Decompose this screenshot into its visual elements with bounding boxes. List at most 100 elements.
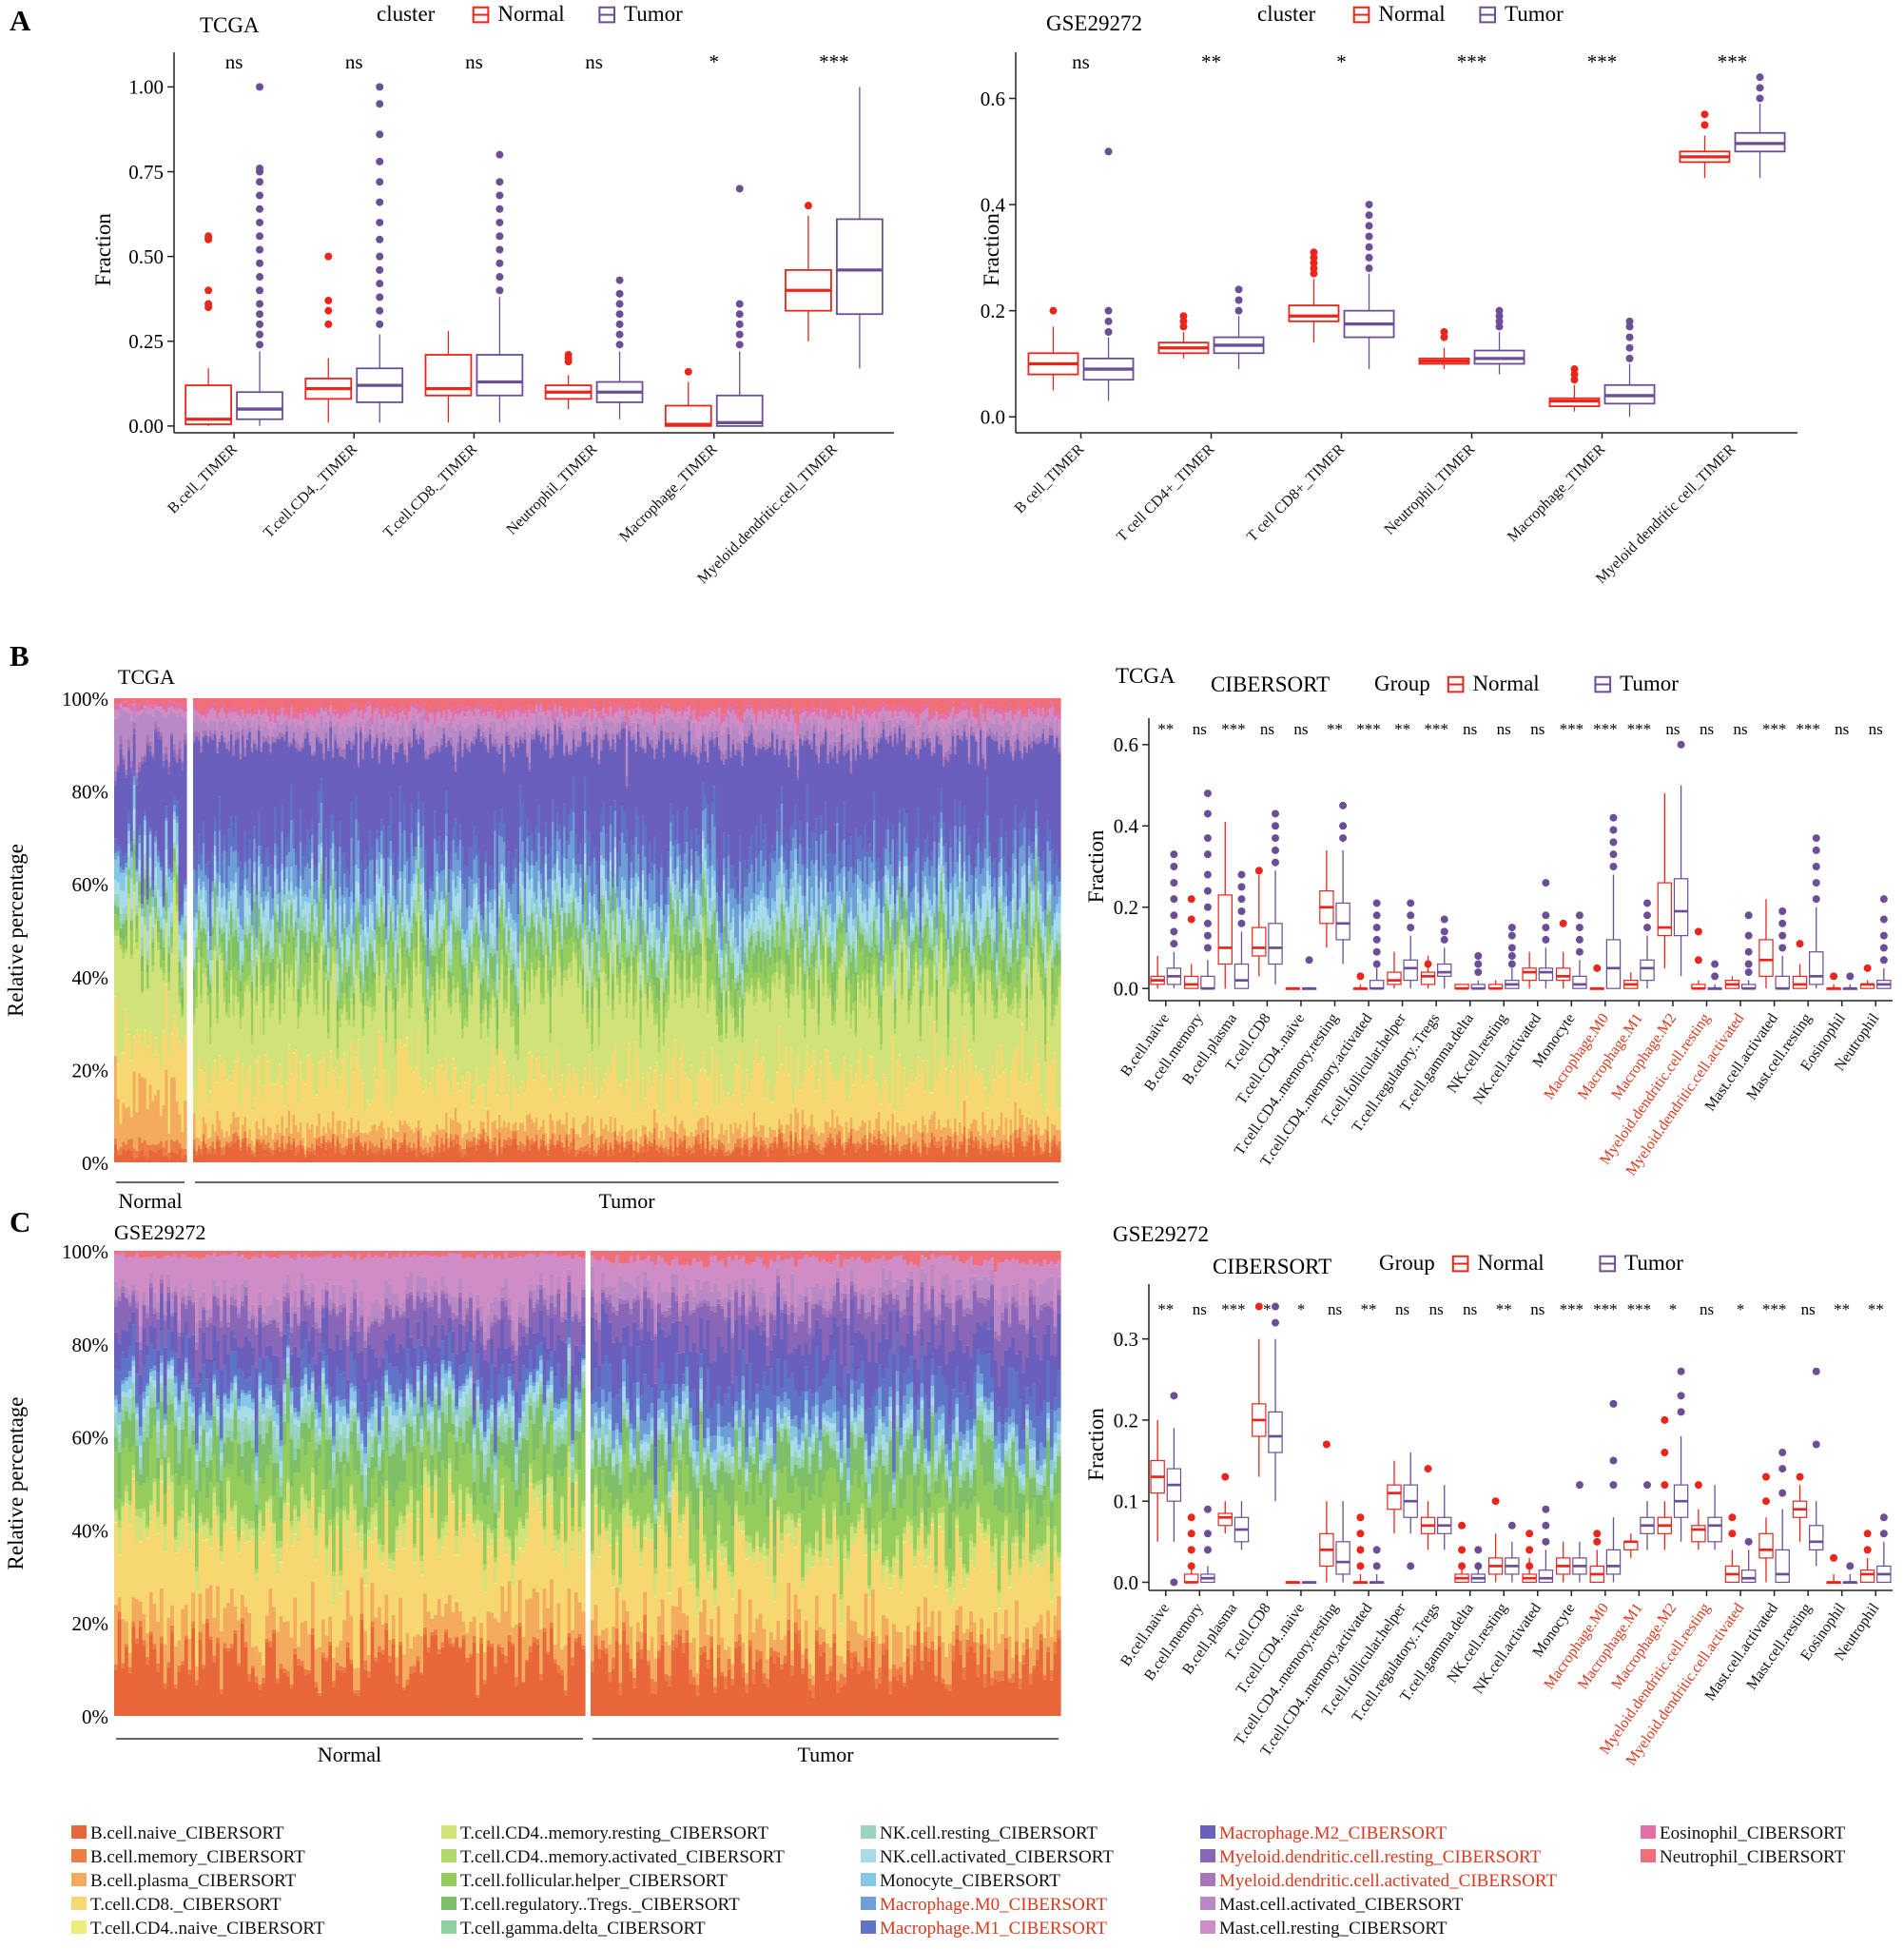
stacked-segment: [278, 1062, 282, 1065]
stacked-segment: [218, 830, 222, 876]
stacked-segment: [285, 711, 289, 715]
stacked-segment: [322, 1016, 326, 1052]
stacked-segment: [397, 983, 400, 1002]
stacked-segment: [465, 1027, 470, 1073]
stacked-segment: [565, 1077, 569, 1078]
stacked-segment: [413, 1132, 417, 1143]
stacked-segment: [339, 755, 342, 757]
stacked-segment: [533, 733, 536, 739]
stacked-segment: [135, 711, 139, 716]
stacked-segment: [355, 1137, 359, 1142]
stacked-segment: [340, 895, 344, 934]
stacked-segment: [175, 763, 180, 802]
stacked-segment: [531, 1144, 534, 1162]
stacked-segment: [400, 1047, 404, 1126]
stacked-segment: [429, 946, 433, 951]
stacked-segment: [361, 733, 365, 750]
stacked-segment: [269, 744, 273, 752]
stacked-segment: [449, 718, 453, 737]
stacked-segment: [593, 927, 596, 941]
stacked-segment: [262, 890, 265, 911]
stacked-segment: [431, 944, 435, 950]
stacked-segment: [125, 1107, 128, 1145]
stacked-segment: [132, 860, 137, 886]
stacked-segment: [465, 750, 470, 867]
stacked-segment: [558, 876, 562, 904]
stacked-segment: [239, 925, 243, 942]
stacked-segment: [271, 867, 275, 899]
x-tick-label: T.cell.CD4._TIMER: [261, 441, 360, 541]
stacked-segment: [125, 920, 128, 937]
stacked-segment: [172, 847, 177, 849]
stacked-segment: [437, 1001, 441, 1061]
stacked-segment: [549, 698, 553, 704]
stacked-segment: [465, 962, 470, 979]
stacked-segment: [162, 1156, 166, 1162]
stacked-segment: [440, 726, 444, 738]
stacked-segment: [303, 984, 307, 1084]
stacked-segment: [591, 863, 594, 897]
stacked-segment: [282, 972, 286, 1000]
stacked-segment: [318, 901, 321, 938]
stacked-segment: [400, 706, 404, 711]
stacked-segment: [278, 1146, 282, 1152]
stacked-segment: [398, 822, 402, 871]
stacked-segment: [303, 914, 307, 927]
stacked-segment: [232, 753, 236, 756]
stacked-segment: [345, 972, 349, 999]
stacked-segment: [162, 928, 166, 941]
stacked-segment: [436, 698, 439, 709]
stacked-segment: [260, 985, 263, 994]
stacked-segment: [218, 698, 222, 711]
stacked-segment: [334, 871, 338, 890]
stacked-segment: [597, 1101, 601, 1102]
stacked-segment: [507, 1074, 511, 1076]
stacked-segment: [202, 1117, 205, 1135]
stacked-segment: [213, 855, 217, 879]
stacked-segment: [489, 1018, 493, 1069]
stacked-segment: [355, 1058, 359, 1130]
stacked-segment: [544, 1057, 548, 1134]
stacked-segment: [405, 719, 409, 736]
stacked-segment: [579, 708, 583, 718]
stacked-segment: [266, 847, 270, 867]
stacked-segment: [419, 974, 423, 1079]
stacked-segment: [415, 859, 418, 875]
stacked-segment: [154, 728, 158, 732]
stacked-segment: [343, 1146, 347, 1155]
stacked-segment: [392, 1011, 396, 1097]
stacked-segment: [458, 926, 462, 931]
stacked-segment: [510, 750, 514, 753]
stacked-segment: [227, 932, 231, 941]
stacked-segment: [127, 893, 131, 899]
stacked-segment: [146, 965, 150, 973]
stacked-segment: [299, 809, 302, 843]
stacked-segment: [620, 715, 624, 723]
stacked-segment: [502, 1013, 506, 1062]
stacked-segment: [242, 735, 245, 871]
stacked-segment: [141, 904, 145, 909]
stacked-segment: [382, 915, 386, 924]
stacked-segment: [528, 762, 532, 770]
stacked-segment: [442, 709, 446, 711]
stacked-segment: [232, 883, 236, 891]
stacked-segment: [255, 895, 259, 939]
stacked-segment: [382, 1071, 386, 1129]
stacked-segment: [491, 746, 495, 870]
outlier-point: [1365, 211, 1373, 220]
stacked-segment: [340, 749, 344, 756]
stacked-segment: [604, 713, 608, 720]
stacked-segment: [463, 1082, 467, 1135]
stacked-segment: [200, 928, 204, 931]
stacked-segment: [243, 832, 247, 863]
stacked-segment: [379, 907, 384, 947]
stacked-segment: [114, 995, 118, 997]
stacked-segment: [463, 957, 467, 965]
stacked-segment: [563, 858, 567, 874]
stacked-segment: [452, 906, 456, 919]
stacked-segment: [591, 943, 594, 968]
stacked-segment: [292, 731, 296, 739]
stacked-segment: [141, 755, 145, 762]
stacked-segment: [266, 742, 270, 744]
stacked-segment: [297, 713, 301, 720]
